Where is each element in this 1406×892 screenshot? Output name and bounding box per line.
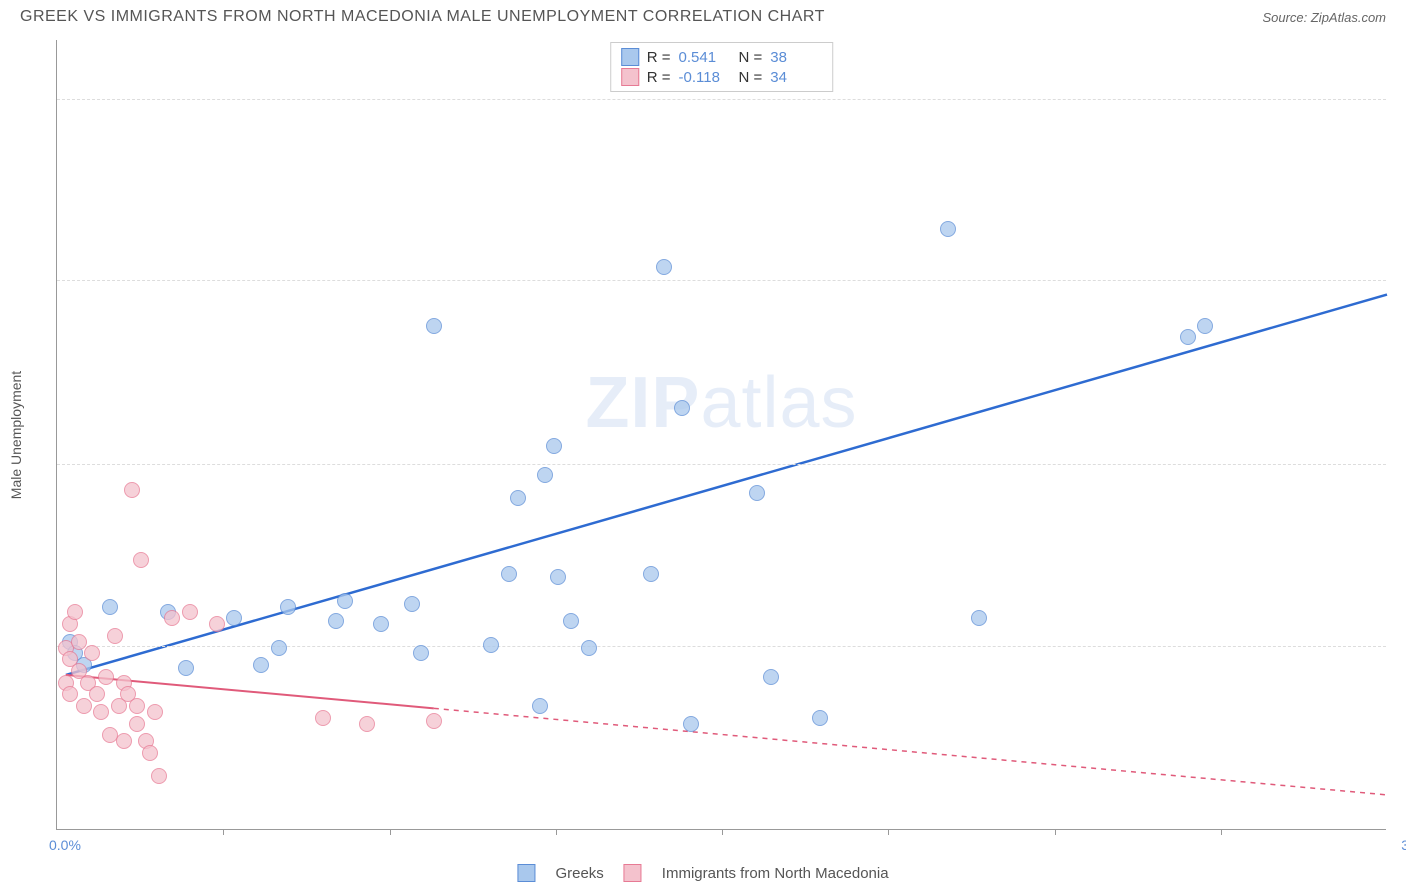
trend-lines: [57, 40, 1386, 829]
gridline: [57, 99, 1386, 100]
trend-line-dashed: [434, 708, 1387, 795]
data-point: [116, 733, 132, 749]
data-point: [483, 637, 499, 653]
y-tick-label: 12.5%: [1391, 456, 1406, 472]
data-point: [133, 552, 149, 568]
data-point: [563, 613, 579, 629]
data-point: [315, 710, 331, 726]
data-point: [404, 596, 420, 612]
legend-swatch-immigrants: [624, 864, 642, 882]
x-tick: [556, 829, 557, 835]
r-value: 0.541: [679, 49, 731, 66]
chart-source: Source: ZipAtlas.com: [1262, 10, 1386, 25]
data-point: [67, 604, 83, 620]
y-axis-label: Male Unemployment: [8, 371, 24, 499]
data-point: [71, 634, 87, 650]
data-point: [178, 660, 194, 676]
data-point: [537, 467, 553, 483]
data-point: [532, 698, 548, 714]
data-point: [129, 716, 145, 732]
x-max-label: 30.0%: [1401, 837, 1406, 853]
data-point: [501, 566, 517, 582]
r-value: -0.118: [679, 69, 731, 86]
stats-swatch: [621, 68, 639, 86]
x-tick: [1055, 829, 1056, 835]
data-point: [581, 640, 597, 656]
chart-area: Male Unemployment ZIPatlas R =0.541N =38…: [56, 40, 1386, 830]
chart-title: GREEK VS IMMIGRANTS FROM NORTH MACEDONIA…: [20, 8, 825, 26]
data-point: [359, 716, 375, 732]
data-point: [164, 610, 180, 626]
data-point: [749, 485, 765, 501]
data-point: [142, 745, 158, 761]
data-point: [328, 613, 344, 629]
data-point: [674, 400, 690, 416]
stats-row: R = -0.118 N = 34: [621, 67, 823, 87]
data-point: [280, 599, 296, 615]
trend-line-solid: [66, 295, 1387, 675]
data-point: [971, 610, 987, 626]
data-point: [643, 566, 659, 582]
data-point: [413, 645, 429, 661]
data-point: [812, 710, 828, 726]
n-label: N =: [739, 69, 763, 86]
data-point: [62, 686, 78, 702]
data-point: [426, 713, 442, 729]
x-tick: [888, 829, 889, 835]
data-point: [940, 221, 956, 237]
data-point: [102, 599, 118, 615]
data-point: [151, 768, 167, 784]
n-label: N =: [739, 49, 763, 66]
gridline: [57, 464, 1386, 465]
stats-row: R = 0.541 N = 38: [621, 47, 823, 67]
correlation-stats-box: R = 0.541 N = 38 R = -0.118 N = 34: [610, 42, 834, 92]
x-origin-label: 0.0%: [49, 837, 81, 853]
data-point: [107, 628, 123, 644]
data-point: [510, 490, 526, 506]
data-point: [98, 669, 114, 685]
data-point: [93, 704, 109, 720]
data-point: [253, 657, 269, 673]
data-point: [182, 604, 198, 620]
y-tick-label: 6.3%: [1391, 638, 1406, 654]
data-point: [373, 616, 389, 632]
data-point: [426, 318, 442, 334]
legend-label-immigrants: Immigrants from North Macedonia: [662, 865, 889, 882]
data-point: [1180, 329, 1196, 345]
x-tick: [722, 829, 723, 835]
legend-label-greeks: Greeks: [555, 865, 603, 882]
data-point: [89, 686, 105, 702]
stats-swatch: [621, 48, 639, 66]
n-value: 34: [770, 69, 822, 86]
scatter-plot: ZIPatlas R =0.541N =38R =-0.118N =34 0.0…: [56, 40, 1386, 830]
data-point: [129, 698, 145, 714]
data-point: [1197, 318, 1213, 334]
data-point: [550, 569, 566, 585]
data-point: [271, 640, 287, 656]
legend: Greeks Immigrants from North Macedonia: [517, 864, 888, 882]
data-point: [656, 259, 672, 275]
gridline: [57, 280, 1386, 281]
y-tick-label: 25.0%: [1391, 91, 1406, 107]
n-value: 38: [770, 49, 822, 66]
data-point: [763, 669, 779, 685]
gridline: [57, 646, 1386, 647]
chart-header: GREEK VS IMMIGRANTS FROM NORTH MACEDONIA…: [0, 0, 1406, 30]
x-tick: [1221, 829, 1222, 835]
r-label: R =: [647, 49, 671, 66]
data-point: [124, 482, 140, 498]
y-tick-label: 18.8%: [1391, 272, 1406, 288]
r-label: R =: [647, 69, 671, 86]
data-point: [84, 645, 100, 661]
data-point: [147, 704, 163, 720]
data-point: [546, 438, 562, 454]
data-point: [337, 593, 353, 609]
legend-swatch-greeks: [517, 864, 535, 882]
data-point: [226, 610, 242, 626]
x-tick: [223, 829, 224, 835]
data-point: [209, 616, 225, 632]
x-tick: [390, 829, 391, 835]
data-point: [683, 716, 699, 732]
data-point: [76, 698, 92, 714]
